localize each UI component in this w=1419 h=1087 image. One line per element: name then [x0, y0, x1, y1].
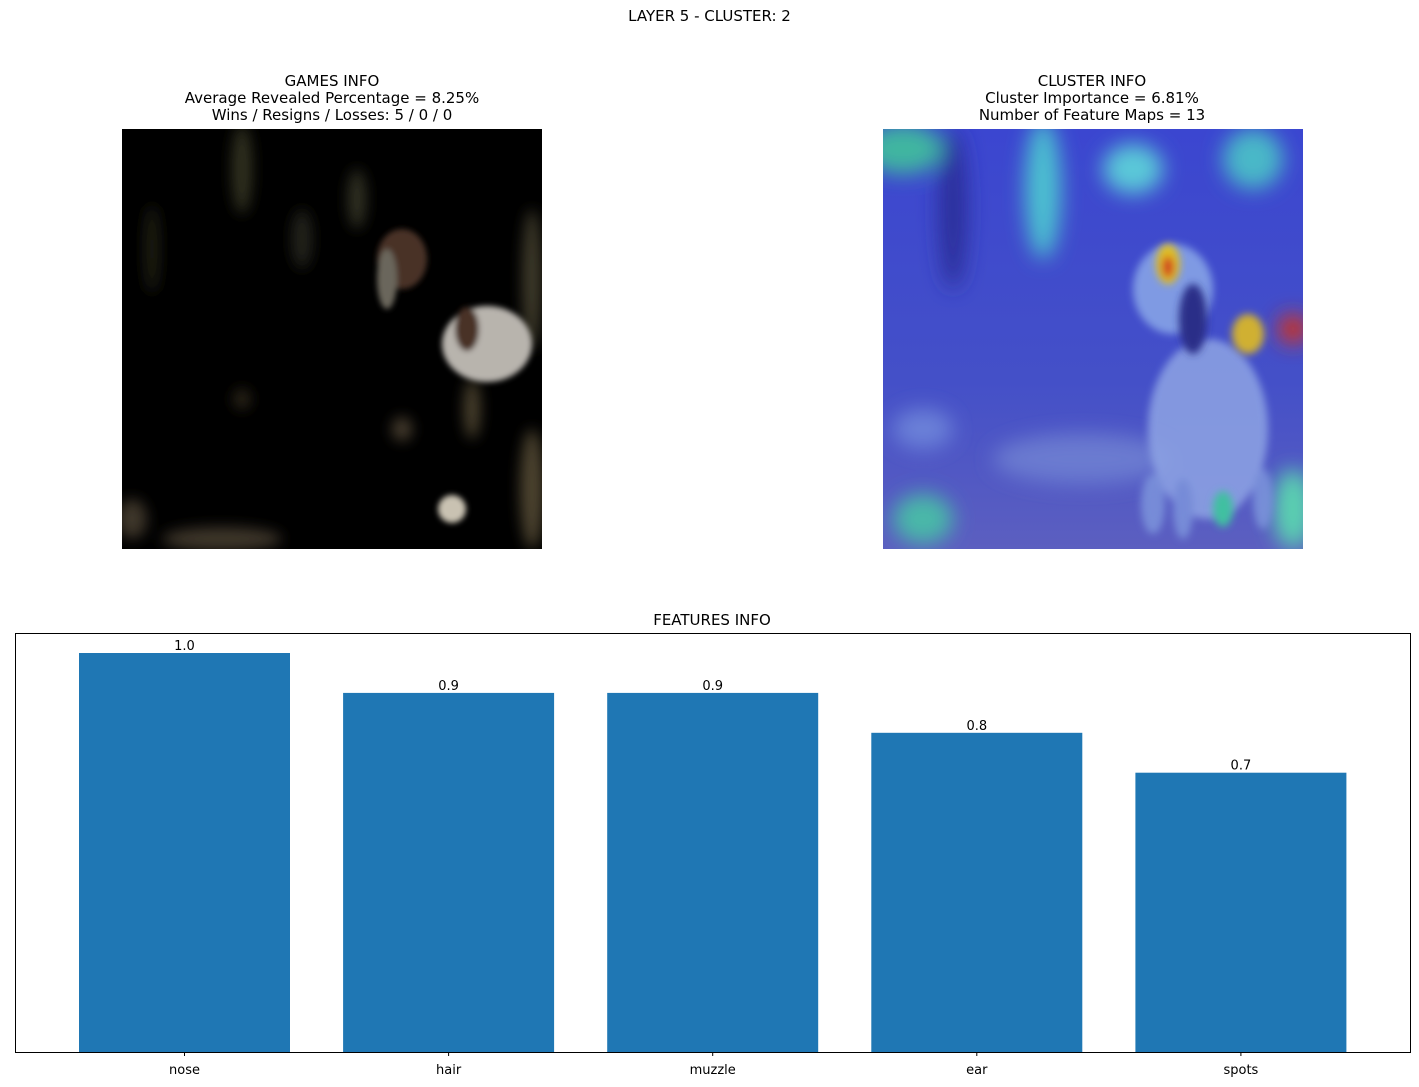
- cluster-info-feature-maps: Number of Feature Maps = 13: [978, 106, 1206, 124]
- bar-spots: [1135, 772, 1347, 1052]
- value-label-nose: 1.0: [174, 639, 195, 654]
- games-info-record: Wins / Resigns / Losses: 5 / 0 / 0: [211, 106, 453, 124]
- plot-frame: [15, 633, 1411, 1053]
- x-tick-label-nose: nose: [169, 1063, 200, 1078]
- cluster-info-importance: Cluster Importance = 6.81%: [985, 89, 1199, 107]
- value-label-muzzle: 0.9: [702, 679, 723, 694]
- value-labels-group: 1.0 0.9 0.9 0.8 0.7: [174, 639, 1251, 774]
- value-label-ear: 0.8: [966, 719, 987, 734]
- masked-dog-image: [122, 129, 542, 549]
- bars-group: [79, 653, 1347, 1052]
- cluster-info-title: CLUSTER INFO: [1037, 72, 1147, 90]
- figure-title: LAYER 5 - CLUSTER: 2: [628, 7, 791, 25]
- chart-title: FEATURES INFO: [653, 611, 771, 629]
- features-bar-chart: FEATURES INFO 1.0 0.9 0.9 0.8 0.7 nose hair mu…: [15, 611, 1411, 1078]
- x-tick-label-hair: hair: [436, 1063, 462, 1078]
- x-tick-label-ear: ear: [966, 1063, 988, 1078]
- games-info-title: GAMES INFO: [284, 72, 380, 90]
- value-label-spots: 0.7: [1231, 759, 1252, 774]
- games-info-revealed: Average Revealed Percentage = 8.25%: [184, 89, 480, 107]
- x-tick-labels-group: nose hair muzzle ear spots: [169, 1052, 1259, 1078]
- bar-nose: [79, 653, 290, 1052]
- heatmap-dog-image: [883, 129, 1303, 549]
- x-tick-label-spots: spots: [1223, 1063, 1258, 1078]
- bar-muzzle: [607, 692, 819, 1052]
- x-tick-label-muzzle: muzzle: [690, 1063, 736, 1078]
- cluster-info-header: CLUSTER INFO Cluster Importance = 6.81% …: [832, 73, 1352, 124]
- value-label-hair: 0.9: [438, 679, 459, 694]
- bar-hair: [343, 692, 555, 1052]
- games-info-header: GAMES INFO Average Revealed Percentage =…: [72, 73, 592, 124]
- bar-ear: [871, 732, 1083, 1052]
